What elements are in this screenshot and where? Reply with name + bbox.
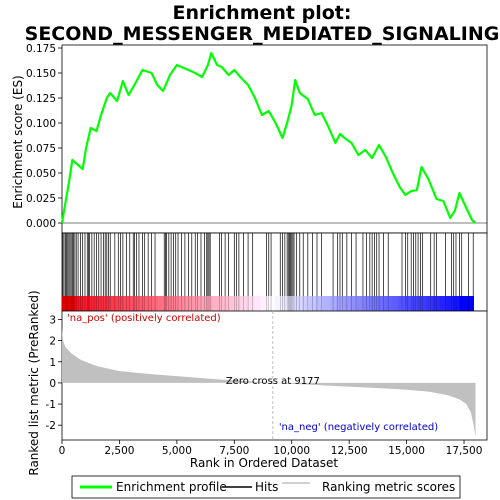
- rank-color-segment: [219, 296, 227, 311]
- es-tick-label: 0.025: [26, 193, 56, 205]
- enrichment-score-panel: 0.000 0.025 0.050 0.075 0.100 0.125 0.150 0.175: [26, 43, 488, 234]
- rank-color-segment: [453, 296, 461, 311]
- x-tick-label: 5,000: [162, 445, 192, 457]
- es-tick-label: 0.000: [26, 218, 56, 230]
- rank-color-segment: [89, 296, 97, 311]
- x-tick-label: 2,500: [104, 445, 134, 457]
- rank-color-segment: [391, 296, 399, 311]
- rank-color-segment: [185, 296, 193, 311]
- rank-color-segment: [288, 296, 296, 311]
- x-tick-label: 7,500: [219, 445, 249, 457]
- rank-color-segment: [123, 296, 131, 311]
- es-plot-frame: [61, 44, 488, 234]
- rank-color-segment: [315, 296, 324, 311]
- rank-color-segment: [151, 296, 159, 311]
- rank-color-segment: [171, 296, 179, 311]
- legend-box: [71, 475, 461, 499]
- rank-color-segment: [425, 296, 433, 311]
- rank-color-segment: [405, 296, 413, 311]
- rank-color-segment: [75, 296, 83, 311]
- rank-color-segment: [247, 296, 255, 311]
- rank-color-segment: [212, 296, 221, 311]
- x-tick-label: 17,500: [446, 445, 483, 457]
- es-tick-label: 0.075: [26, 143, 56, 155]
- rank-color-segment: [322, 296, 330, 311]
- negative-correlation-label: 'na_neg' (negatively correlated): [279, 422, 438, 433]
- ranking-metric-area: [62, 327, 476, 437]
- rank-color-segment: [274, 296, 282, 311]
- rank-color-segment: [82, 296, 90, 311]
- x-axis: 0 2,500 5,000 7,500 10,000 12,500 15,000 17,500: [59, 440, 483, 457]
- es-tick-label: 0.125: [26, 93, 56, 105]
- metric-tick-label: -1: [46, 399, 56, 411]
- rank-color-segment: [281, 296, 289, 311]
- rank-color-segment: [144, 296, 152, 311]
- rank-color-segment: [110, 296, 118, 311]
- rank-color-segment: [199, 296, 207, 311]
- positive-correlation-label: 'na_pos' (positively correlated): [67, 313, 221, 324]
- chart-title-line2: SECOND_MESSENGER_MEDIATED_SIGNALING: [25, 23, 500, 45]
- x-axis-label: Rank in Ordered Dataset: [190, 456, 338, 470]
- legend-label-hits: Hits: [255, 480, 278, 494]
- x-tick-label: 10,000: [273, 445, 310, 457]
- metric-tick-label: 1: [49, 357, 56, 369]
- es-tick-label: 0.050: [26, 168, 56, 180]
- rank-color-segment: [446, 296, 454, 311]
- rank-color-segment: [418, 296, 426, 311]
- rank-color-segment: [459, 296, 468, 311]
- enrichment-profile-line: [60, 51, 477, 224]
- rank-color-segment: [432, 296, 440, 311]
- legend: Enrichment profile Hits Ranking metric s…: [71, 475, 461, 499]
- rank-color-segment: [350, 296, 358, 311]
- rank-color-segment: [363, 296, 372, 311]
- metric-axis-label: Ranked list metric (PreRanked): [27, 290, 41, 475]
- metric-tick-label: 0: [49, 378, 56, 390]
- rank-color-segment: [295, 296, 303, 311]
- x-tick-label: 15,000: [388, 445, 425, 457]
- rank-color-segment: [398, 296, 406, 311]
- rank-color-segment: [267, 296, 275, 311]
- hits-panel: [61, 232, 488, 312]
- x-tick-label: 12,500: [331, 445, 368, 457]
- rank-color-segment: [233, 296, 241, 311]
- rank-color-segment: [357, 296, 365, 311]
- rank-color-segment: [158, 296, 166, 311]
- es-axis-label: Enrichment score (ES): [11, 75, 25, 208]
- rank-color-segment: [192, 296, 200, 311]
- rank-color-segment: [466, 296, 474, 311]
- rank-color-segment: [254, 296, 262, 311]
- metric-tick-label: 2: [49, 336, 56, 348]
- legend-label-ranking-metric: Ranking metric scores: [322, 480, 455, 494]
- rank-color-segment: [302, 296, 310, 311]
- rank-color-segment: [260, 296, 269, 311]
- rank-color-segment: [240, 296, 248, 311]
- x-tick-label: 0: [59, 445, 66, 457]
- rank-color-segment: [206, 296, 214, 311]
- es-tick-label: 0.150: [26, 68, 56, 80]
- rank-color-segment: [178, 296, 186, 311]
- es-tick-label: 0.100: [26, 118, 56, 130]
- es-tick-label: 0.175: [26, 43, 56, 55]
- rank-color-segment: [164, 296, 173, 311]
- rank-color-segment: [377, 296, 385, 311]
- metric-tick-label: -2: [46, 420, 56, 432]
- metric-tick-label: 3: [49, 314, 56, 326]
- rank-color-segment: [439, 296, 447, 311]
- zero-cross-label: Zero cross at 9177: [226, 376, 320, 387]
- chart-title-line1: Enrichment plot:: [173, 2, 352, 24]
- rank-color-segment: [411, 296, 420, 311]
- rank-color-segment: [137, 296, 145, 311]
- ranked-metric-panel: 3 2 1 0 -1 -2 Zero cross at 9177 'na_pos' (posi…: [46, 310, 488, 441]
- rank-color-segment: [96, 296, 104, 311]
- legend-label-enrichment-profile: Enrichment profile: [116, 480, 227, 494]
- rank-color-segment: [226, 296, 234, 311]
